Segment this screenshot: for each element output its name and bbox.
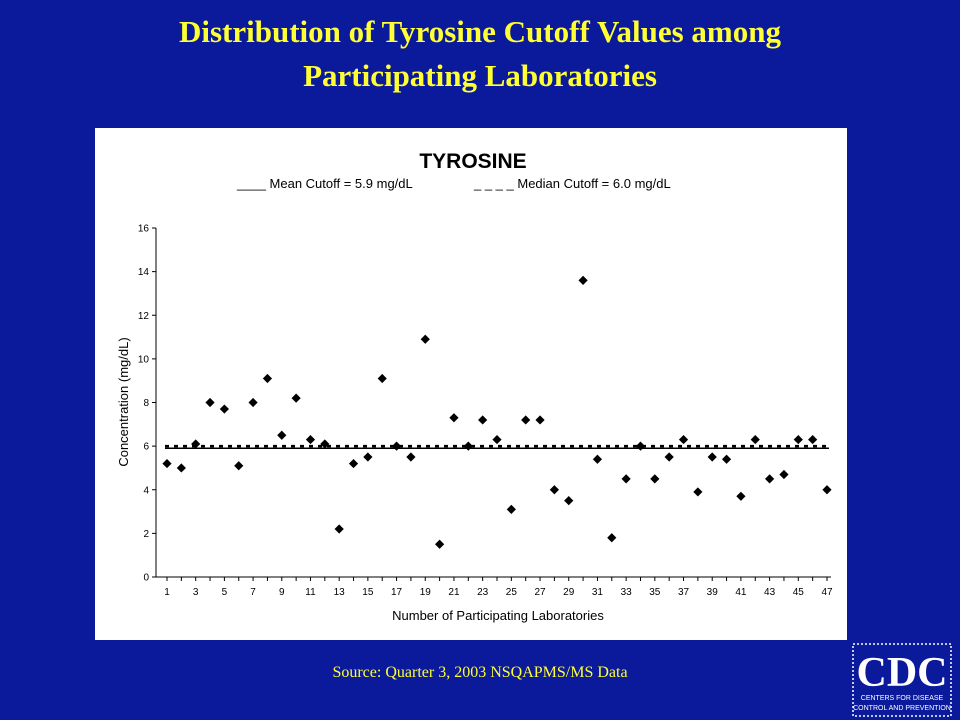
data-point: [277, 430, 287, 440]
data-point: [678, 434, 689, 445]
data-point: [650, 474, 660, 484]
x-axis-label: Number of Participating Laboratories: [392, 608, 604, 623]
x-tick-label: 13: [334, 587, 346, 598]
data-point: [765, 474, 775, 484]
x-tick-label: 29: [563, 587, 575, 598]
x-tick-label: 43: [764, 587, 776, 598]
data-point: [793, 434, 803, 445]
x-tick-label: 47: [821, 587, 833, 598]
cdc-logo: CDC CENTERS FOR DISEASE CONTROL AND PREV…: [852, 643, 952, 717]
x-tick-label: 3: [193, 587, 199, 598]
x-tick-label: 19: [420, 587, 432, 598]
x-tick-label: 25: [506, 587, 518, 598]
data-point: [262, 373, 273, 384]
data-point: [693, 487, 703, 497]
data-point: [707, 452, 717, 462]
x-tick-label: 45: [793, 587, 805, 598]
y-tick-label: 2: [143, 529, 149, 540]
y-tick-label: 6: [143, 442, 149, 453]
data-points: [162, 275, 832, 549]
legend-mean: ____ Mean Cutoff = 5.9 mg/dL: [236, 176, 413, 191]
data-point: [736, 491, 746, 501]
data-point: [635, 441, 646, 451]
data-point: [377, 373, 387, 384]
data-point: [492, 434, 502, 445]
data-point: [779, 469, 789, 480]
y-tick-label: 16: [138, 224, 150, 235]
data-point: [750, 434, 760, 445]
x-tick-label: 1: [164, 587, 170, 598]
slide-title-line1: Distribution of Tyrosine Cutoff Values a…: [178, 14, 781, 49]
data-point: [463, 441, 473, 451]
data-point: [564, 496, 574, 506]
x-tick-label: 37: [678, 587, 690, 598]
x-tick-label: 7: [250, 587, 256, 598]
data-point: [607, 533, 617, 543]
x-tick-label: 33: [621, 587, 633, 598]
data-point: [822, 485, 832, 495]
cdc-logo-text: CDC: [857, 650, 948, 696]
x-tick-label: 41: [735, 587, 747, 598]
x-ticks: 1 3 5 7 9 11 13 15 17 19 21 23 25 27 29 31 33 35 37 39 41 43 4…: [164, 577, 833, 598]
data-point: [234, 461, 244, 471]
y-axis-label: Concentration (mg/dL): [116, 337, 131, 466]
data-point: [391, 441, 402, 451]
source-note: Source: Quarter 3, 2003 NSQAPMS/MS Data: [332, 664, 628, 681]
y-tick-label: 0: [143, 573, 149, 584]
x-tick-label: 15: [362, 587, 374, 598]
y-tick-label: 4: [143, 485, 149, 496]
data-point: [808, 434, 818, 445]
data-point: [521, 415, 531, 425]
data-point: [176, 463, 186, 473]
data-point: [291, 393, 301, 403]
data-point: [449, 413, 459, 423]
data-point: [191, 439, 201, 449]
x-tick-label: 5: [222, 587, 228, 598]
y-ticks: 0 2 4 6 8 10 12 14 16: [138, 224, 156, 584]
slide-title-line2: Participating Laboratories: [303, 58, 657, 93]
data-point: [420, 334, 430, 344]
x-tick-label: 21: [448, 587, 460, 598]
data-point: [721, 454, 732, 464]
data-point: [621, 474, 631, 484]
x-tick-label: 11: [305, 587, 316, 598]
data-point: [248, 397, 258, 408]
x-tick-label: 17: [391, 587, 403, 598]
y-tick-label: 12: [138, 311, 150, 322]
chart-panel: TYROSINE ____ Mean Cutoff = 5.9 mg/dL _ …: [95, 128, 847, 640]
data-point: [592, 454, 603, 464]
legend-median: _ _ _ _ Median Cutoff = 6.0 mg/dL: [473, 176, 671, 191]
scatter-chart: TYROSINE ____ Mean Cutoff = 5.9 mg/dL _ …: [116, 150, 833, 623]
data-point: [348, 458, 359, 469]
y-tick-label: 8: [143, 398, 149, 409]
data-point: [506, 504, 516, 514]
chart-title: TYROSINE: [419, 150, 526, 173]
data-point: [406, 452, 416, 462]
x-tick-label: 35: [649, 587, 661, 598]
x-tick-label: 23: [477, 587, 489, 598]
cdc-logo-subtext-2: CONTROL AND PREVENTION: [853, 705, 951, 712]
slide-title: Distribution of Tyrosine Cutoff Values a…: [0, 10, 960, 98]
data-point: [664, 452, 674, 462]
data-point: [305, 434, 316, 445]
x-tick-label: 9: [279, 587, 285, 598]
data-point: [363, 452, 373, 462]
data-point: [478, 415, 488, 425]
data-point: [535, 415, 545, 425]
cdc-logo-subtext-1: CENTERS FOR DISEASE: [861, 695, 944, 702]
x-tick-label: 27: [534, 587, 546, 598]
y-tick-label: 10: [138, 354, 150, 365]
data-point: [549, 485, 559, 495]
x-tick-label: 39: [707, 587, 719, 598]
data-point: [219, 404, 229, 414]
data-point: [578, 275, 588, 285]
data-point: [435, 539, 445, 549]
x-tick-label: 31: [592, 587, 604, 598]
y-tick-label: 14: [138, 267, 150, 278]
data-point: [162, 458, 172, 469]
data-point: [320, 439, 330, 449]
data-point: [205, 397, 215, 408]
data-point: [334, 524, 344, 534]
